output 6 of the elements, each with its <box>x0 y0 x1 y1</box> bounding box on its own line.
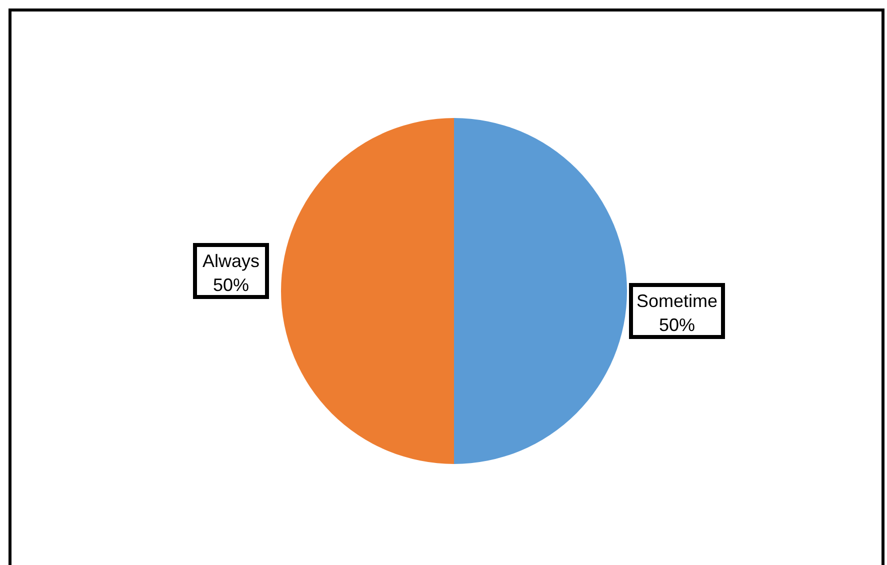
pie-slice <box>281 118 454 464</box>
slice-label: Sometime <box>636 291 718 311</box>
pie-slice <box>454 118 627 464</box>
data-label: 50% <box>212 275 250 295</box>
slice-label: Always <box>202 251 260 271</box>
data-label: 50% <box>658 315 696 335</box>
